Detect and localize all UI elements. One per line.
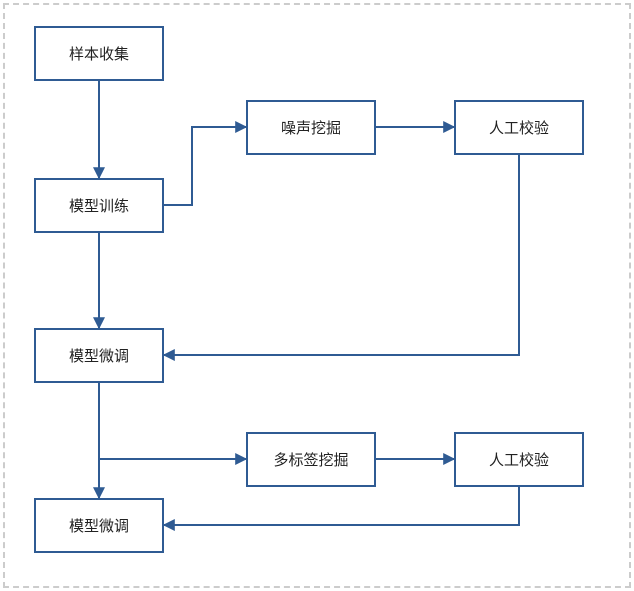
- flowchart-node: 多标签挖掘: [246, 432, 376, 487]
- node-label: 模型训练: [69, 195, 129, 216]
- flowchart-node: 噪声挖掘: [246, 100, 376, 155]
- node-label: 人工校验: [489, 117, 549, 138]
- flowchart-node: 模型训练: [34, 178, 164, 233]
- flowchart-node: 样本收集: [34, 26, 164, 81]
- flowchart-node: 人工校验: [454, 432, 584, 487]
- node-label: 样本收集: [69, 43, 129, 64]
- flowchart-node: 人工校验: [454, 100, 584, 155]
- node-label: 多标签挖掘: [273, 449, 348, 470]
- flowchart-node: 模型微调: [34, 328, 164, 383]
- node-label: 模型微调: [69, 345, 129, 366]
- node-label: 模型微调: [69, 515, 129, 536]
- node-label: 噪声挖掘: [281, 117, 341, 138]
- flowchart-canvas: 样本收集噪声挖掘人工校验模型训练模型微调多标签挖掘人工校验模型微调: [0, 0, 634, 591]
- flowchart-node: 模型微调: [34, 498, 164, 553]
- node-label: 人工校验: [489, 449, 549, 470]
